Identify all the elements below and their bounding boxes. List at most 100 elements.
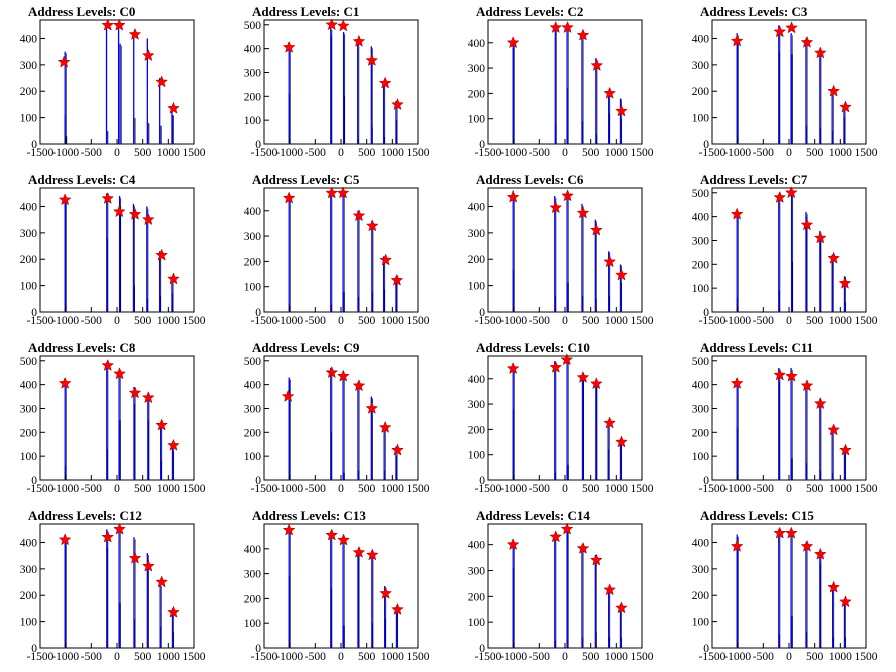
x-tick-label: -1000 xyxy=(500,315,527,327)
histogram-bar xyxy=(581,32,583,144)
y-tick-label: 500 xyxy=(244,356,262,368)
peak-marker xyxy=(560,353,574,366)
peak-marker xyxy=(365,401,379,414)
histogram-bar xyxy=(790,367,792,480)
peak-marker xyxy=(615,268,628,281)
x-tick-label: -500 xyxy=(81,147,102,159)
histogram-bar xyxy=(383,136,385,144)
histogram-bar xyxy=(159,251,161,312)
plot-frame xyxy=(39,187,195,313)
y-tick-label: 400 xyxy=(20,33,38,45)
y-tick-label: 100 xyxy=(20,617,38,629)
histogram-bar xyxy=(171,608,174,648)
histogram-bar xyxy=(371,220,373,312)
chart-panel: 0 100 200 300 400 -1500 -1000 -500 0 500 1000 1500 A… xyxy=(672,504,896,672)
chart-svg: 0 100 200 300 400 500 -1500-1000 -500 0 500 1000 15… xyxy=(692,355,878,495)
histogram-bar xyxy=(159,584,161,648)
x-tick-label: 1000 xyxy=(381,483,404,495)
chart-panel: 0 100 200 300 400 -1500 -1000 -500 0 500 1000 1500 A… xyxy=(448,504,672,672)
histogram-bar xyxy=(159,125,161,144)
histogram-bar xyxy=(147,420,150,480)
plot-frame xyxy=(39,19,195,145)
y-tick-label: 100 xyxy=(244,115,262,127)
x-tick-label: 0 xyxy=(786,315,792,327)
peak-marker xyxy=(506,36,520,49)
y-tick-label: 400 xyxy=(20,537,38,549)
x-tick-label: 0 xyxy=(786,147,792,159)
x-tick-label: 0 xyxy=(786,651,792,663)
x-tick-label: 0 xyxy=(338,651,344,663)
peak-marker xyxy=(128,551,142,564)
histogram-bar xyxy=(288,576,291,648)
histogram-bar xyxy=(160,626,162,648)
peak-marker xyxy=(352,34,366,47)
histogram-bar xyxy=(595,133,598,144)
x-tick-label: -1000 xyxy=(276,147,303,159)
chart-title: Address Levels: C8 xyxy=(28,340,136,355)
x-tick-label: 0 xyxy=(338,147,344,159)
histogram-bar xyxy=(620,282,622,312)
histogram-bar xyxy=(371,398,373,480)
histogram-bar xyxy=(805,125,808,144)
histogram-bar xyxy=(512,190,514,312)
histogram-bar xyxy=(778,634,780,648)
x-tick-label: 500 xyxy=(806,315,824,327)
peak-marker xyxy=(549,530,563,543)
histogram-bar xyxy=(357,210,359,312)
x-tick-label: 0 xyxy=(786,483,792,495)
x-tick-label: 1000 xyxy=(829,651,852,663)
histogram-bar xyxy=(566,531,569,648)
y-tick-label: 400 xyxy=(692,33,710,45)
histogram-bar xyxy=(819,54,821,144)
peak-marker xyxy=(827,580,841,593)
y-tick-label: 100 xyxy=(468,617,486,629)
peak-marker xyxy=(506,361,520,375)
peak-marker xyxy=(813,231,827,244)
y-tick-label: 200 xyxy=(20,254,38,266)
histogram-bar xyxy=(383,425,385,480)
peak-marker xyxy=(589,223,603,236)
peak-marker xyxy=(391,97,404,111)
histogram-bar xyxy=(566,358,568,480)
peak-marker xyxy=(506,190,520,203)
histogram-bar xyxy=(581,121,584,144)
peak-marker xyxy=(576,541,590,554)
histogram-bar xyxy=(736,214,738,312)
chart-panel: 0 100 200 300 400 -1500 -1000 -500 0 500 1000 1500 A… xyxy=(0,168,224,336)
x-tick-label: 500 xyxy=(806,651,824,663)
chart-panel: 0 100 200 300 400 500 -1500 -1000 -500 0 500 1000 15… xyxy=(224,336,448,504)
peak-marker xyxy=(113,522,126,535)
y-tick-label: 200 xyxy=(20,590,38,602)
x-tick-label: 500 xyxy=(582,483,600,495)
peak-marker xyxy=(785,369,798,382)
histogram-bar xyxy=(118,526,120,648)
histogram-bar xyxy=(342,193,344,312)
plot-frame xyxy=(487,355,643,481)
y-tick-label: 0 xyxy=(31,139,37,151)
x-tick-label: 1000 xyxy=(605,651,628,663)
chart-title: Address Levels: C3 xyxy=(700,4,808,19)
chart-svg: 0 100 200 300 400 500 -1500-1000 -500 0 500 1000 15… xyxy=(692,186,878,327)
histogram-bar xyxy=(554,296,556,312)
histogram-bar xyxy=(554,361,556,480)
histogram-bar xyxy=(608,449,610,480)
peak-marker xyxy=(773,25,787,38)
histogram-bar xyxy=(620,637,622,648)
x-tick-label: -1000 xyxy=(52,483,79,495)
y-tick-label: 300 xyxy=(468,566,486,578)
histogram-bar xyxy=(805,632,808,648)
y-tick-label: 100 xyxy=(692,451,710,463)
histogram-bar xyxy=(790,529,792,648)
x-tick-label: 1500 xyxy=(855,315,878,327)
x-tick-label: -1500 xyxy=(251,651,278,663)
peak-marker xyxy=(730,376,744,389)
x-tick-label: 1500 xyxy=(631,651,654,663)
chart-title: Address Levels: C2 xyxy=(476,4,584,19)
peak-marker xyxy=(112,18,126,31)
x-tick-label: 500 xyxy=(134,483,152,495)
histogram-bar xyxy=(819,563,822,648)
chart-panel: 0 100 200 300 400 -1500 -1000 -500 0 500 1000 1500 A… xyxy=(224,504,448,672)
y-tick-label: 0 xyxy=(255,643,261,655)
histogram-bar xyxy=(608,588,610,648)
